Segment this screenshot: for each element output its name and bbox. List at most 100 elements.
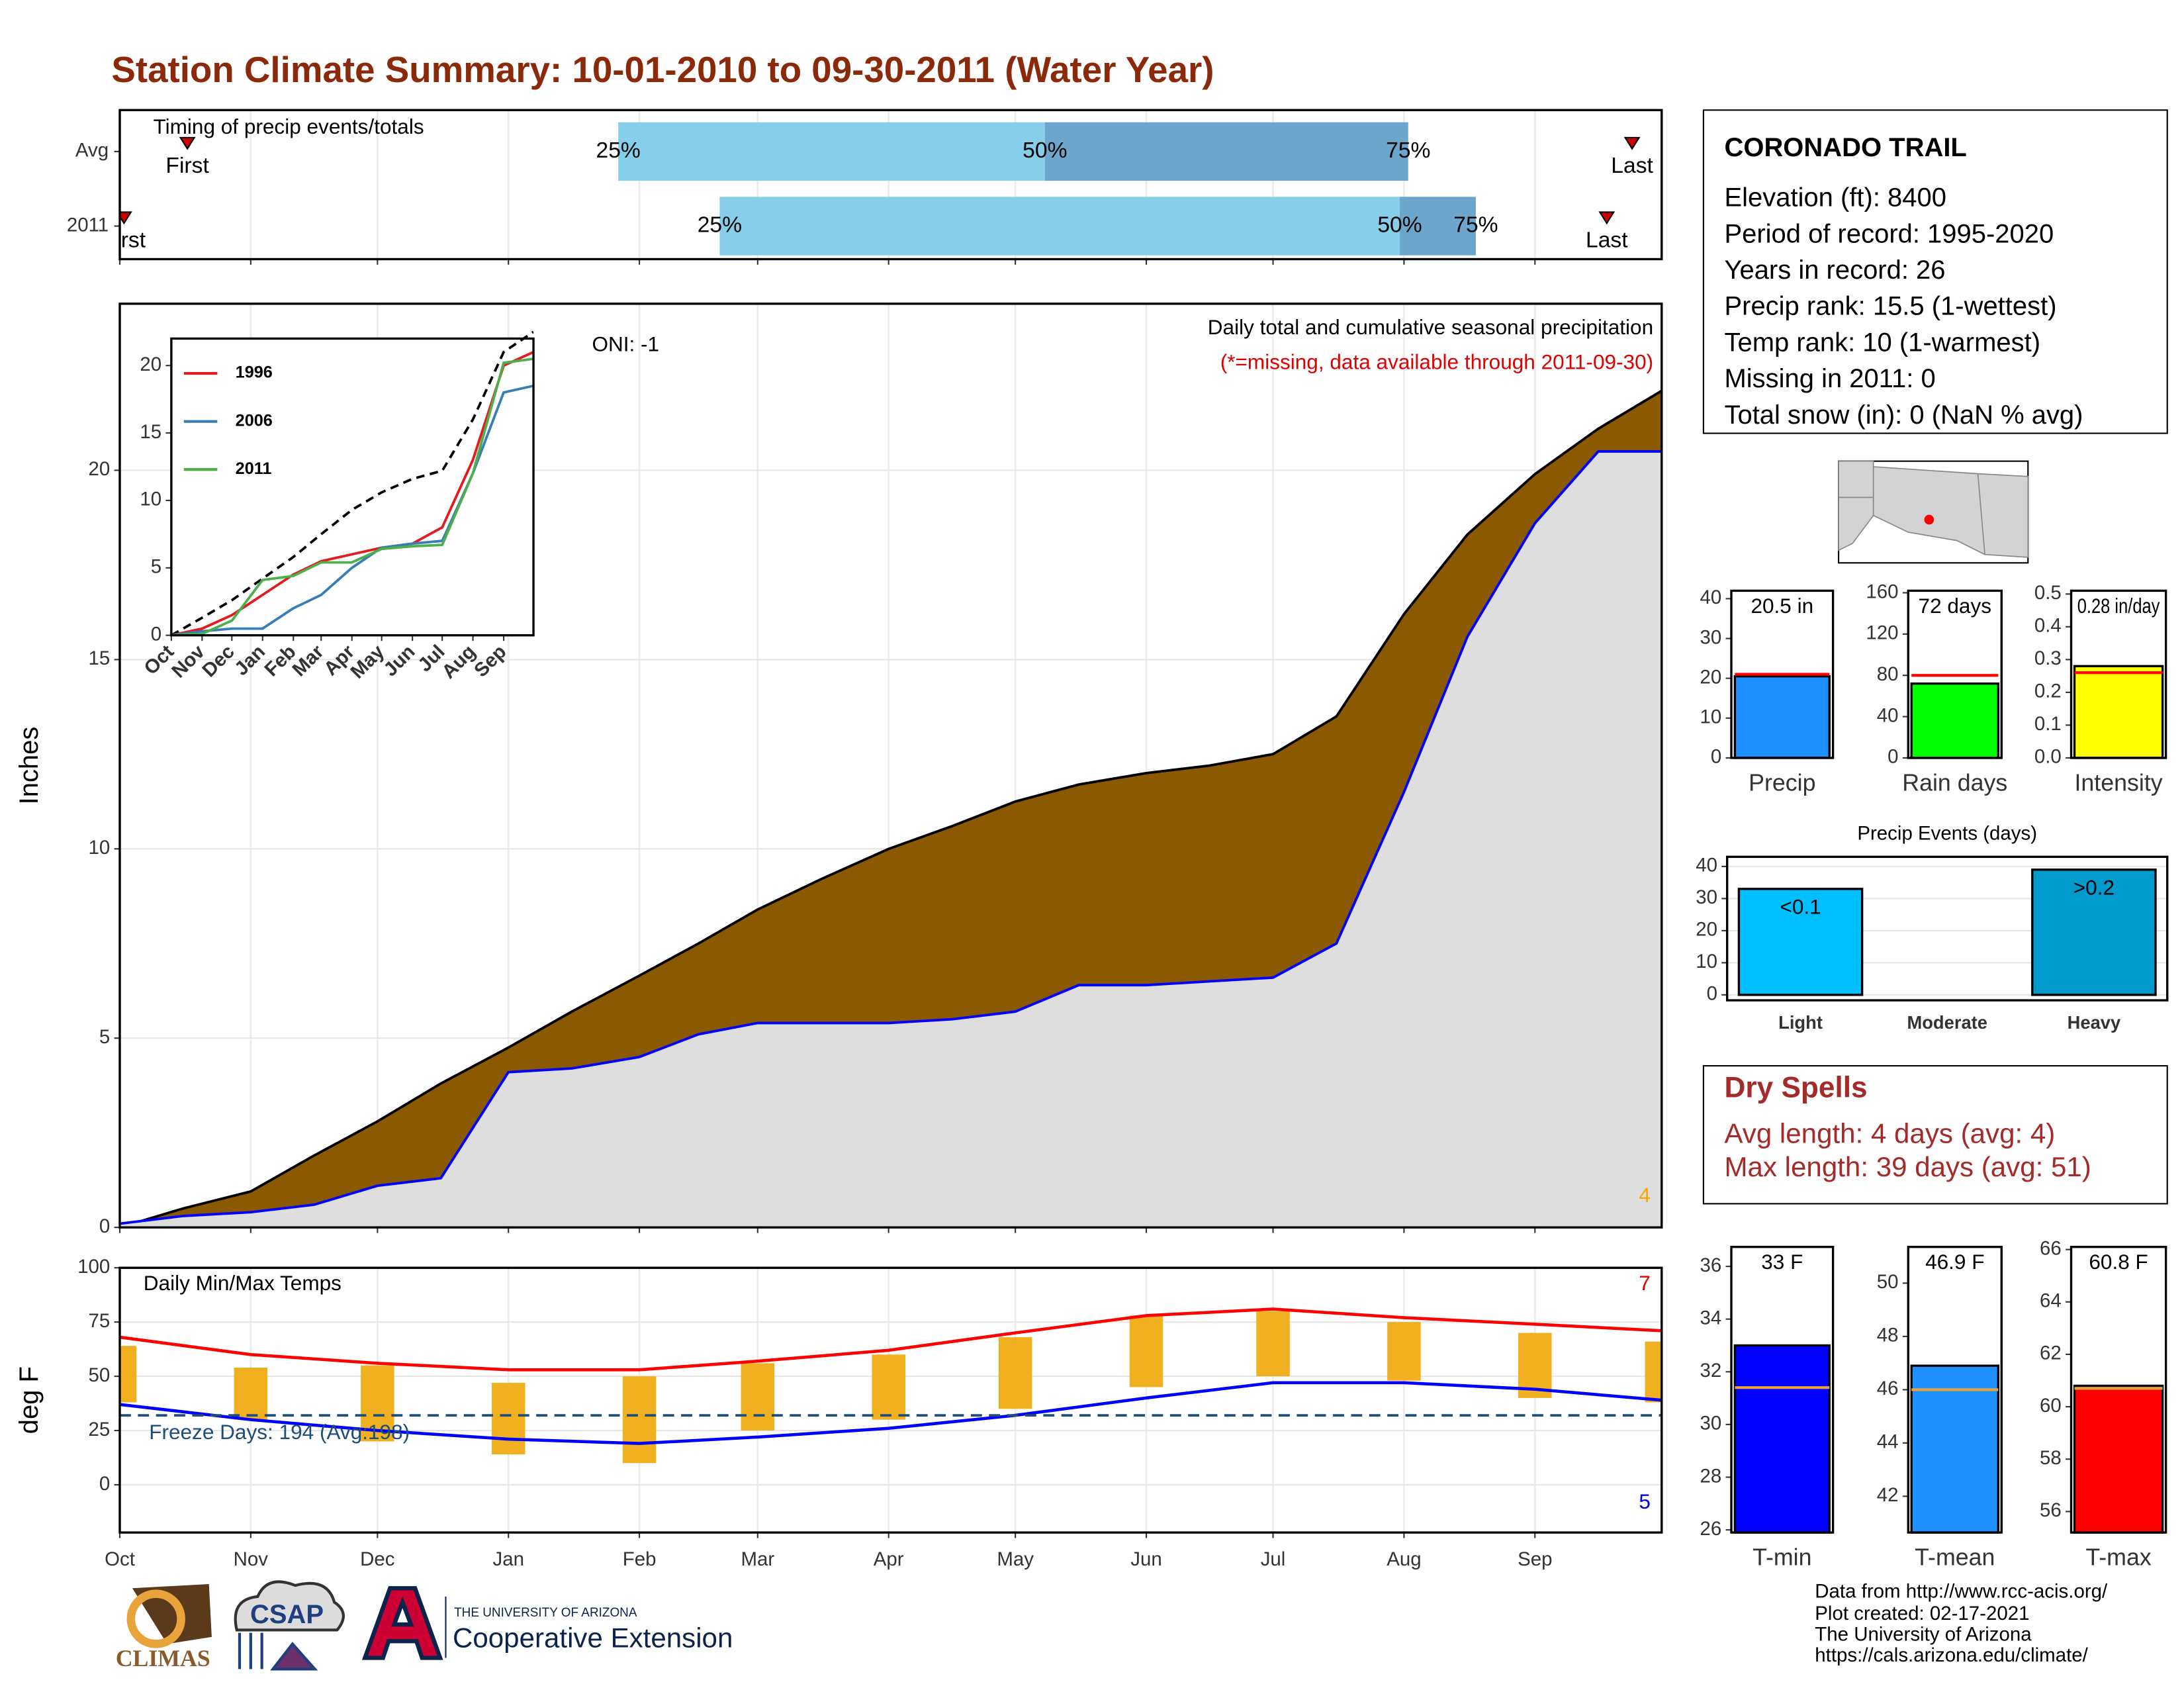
cumulative-line [119, 389, 1662, 1229]
value-label: 72 days [1919, 594, 1992, 618]
y-tick-label: 56 [2040, 1499, 2062, 1521]
temp-range [1518, 1333, 1552, 1398]
map-states [1838, 460, 2029, 558]
x-tick-label: Moderate [1907, 1012, 1987, 1033]
x-tick-label: Light [1778, 1012, 1823, 1033]
y-tick-label: 5 [151, 556, 161, 578]
value-label: 20.5 in [1751, 594, 1813, 618]
footer-line: Plot created: 02-17-2021 [1815, 1603, 2029, 1624]
station-line: Temp rank: 10 (1-warmest) [1724, 328, 2040, 357]
station-line: Years in record: 26 [1724, 256, 1945, 285]
temp-range [234, 1367, 268, 1420]
x-tick-label: Feb [623, 1548, 657, 1570]
y-tick-label: 0.3 [2034, 647, 2062, 669]
y-tick-label: 80 [1877, 663, 1899, 685]
bar [2031, 868, 2157, 996]
y-tick-label: 100 [77, 1256, 110, 1278]
extension-text: Cooperative Extension [453, 1622, 733, 1653]
x-tick-label: Sep [1518, 1548, 1552, 1570]
y-tick-label: 30 [1696, 886, 1717, 908]
y-tick-label: 46 [1877, 1378, 1899, 1399]
station-line: Elevation (ft): 8400 [1724, 183, 1946, 212]
cumulative-line [119, 450, 1662, 1225]
x-tick-label: Dec [360, 1548, 394, 1570]
value-label: 60.8 F [2089, 1250, 2148, 1274]
row-label: 2011 [67, 214, 109, 236]
y-tick-label: 10 [1696, 951, 1717, 972]
y-tick-label: 0 [151, 624, 161, 645]
quantile-label: 25% [698, 212, 742, 237]
event-marker [1623, 136, 1641, 150]
plot-background [171, 338, 534, 635]
csap-cloud [234, 1580, 345, 1632]
y-tick-label: 10 [1700, 706, 1722, 728]
timing-title: Timing of precip events/totals [154, 115, 424, 138]
x-tick-label: T-mean [1915, 1544, 1995, 1571]
quantile-label: 25% [596, 138, 640, 163]
season-line [171, 357, 534, 635]
x-tick-label: Jun [1130, 1548, 1162, 1570]
event-label: Last [1586, 228, 1628, 253]
chart-title: Daily Min/Max Temps [144, 1271, 341, 1295]
quantile-label: 75% [1453, 212, 1498, 237]
season-line [171, 330, 534, 635]
ua-logo [361, 1586, 443, 1660]
plot-border [170, 337, 535, 637]
station-line: Precip rank: 15.5 (1-wettest) [1724, 292, 2056, 321]
y-tick-label: 48 [1877, 1325, 1899, 1346]
dry-spells-line: Max length: 39 days (avg: 51) [1724, 1151, 2091, 1182]
station-lines: Elevation (ft): 8400 Period of record: 19… [1724, 183, 2083, 430]
y-tick-label: 5 [99, 1026, 110, 1048]
y-tick-label: 10 [88, 837, 110, 859]
station-box [1702, 109, 2168, 434]
x-tick-label: May [997, 1548, 1034, 1570]
logos: CLIMAS CSAP THE UNIVERSITY OF ARIZONA Co… [116, 1580, 733, 1671]
x-tick-label: Nov [234, 1548, 269, 1570]
y-tick-label: 26 [1700, 1518, 1722, 1540]
bar [2073, 665, 2164, 759]
page-title: Station Climate Summary: 10-01-2010 to 0… [111, 49, 1214, 90]
y-axis-label: deg F [15, 1366, 44, 1434]
footer-line: Data from http://www.rcc-acis.org/ [1815, 1580, 2108, 1602]
climas-text: CLIMAS [116, 1645, 210, 1671]
y-tick-label: 40 [1877, 704, 1899, 726]
plot-border [1907, 1245, 2003, 1534]
y-tick-label: 62 [2040, 1342, 2062, 1364]
quantile-label: 50% [1377, 212, 1422, 237]
station-dot [1924, 514, 1934, 525]
y-tick-label: 20 [140, 353, 161, 375]
dry-spells-title: Dry Spells [1724, 1072, 1867, 1104]
chart-title: Precip Events (days) [1857, 822, 2037, 844]
y-tick-label: 40 [1696, 855, 1717, 876]
chart-subtitle: (*=missing, data available through 2011-… [1220, 350, 1653, 374]
season-line [171, 351, 534, 635]
bar-note: >0.2 [2073, 876, 2115, 900]
x-tick-label: Aug [1387, 1548, 1421, 1570]
timing-bar [1400, 197, 1476, 256]
event-label: Last [1611, 154, 1653, 178]
temp-range [741, 1363, 775, 1431]
y-tick-label: 42 [1877, 1484, 1899, 1506]
climas-ring [126, 1589, 185, 1648]
x-tick-label: Rain days [1902, 769, 2007, 796]
x-tick-label: Heavy [2068, 1012, 2121, 1033]
y-tick-label: 66 [2040, 1237, 2062, 1259]
y-tick-label: 28 [1700, 1465, 1722, 1487]
y-tick-label: 0.4 [2034, 615, 2062, 637]
temp-range [1387, 1322, 1421, 1381]
temp-range [622, 1376, 657, 1464]
station-name: CORONADO TRAIL [1724, 133, 1966, 162]
plot-border [2070, 589, 2167, 759]
row-label: Avg [75, 140, 109, 162]
x-tick-label: Jul [1261, 1548, 1286, 1570]
plot-border [1907, 589, 2003, 759]
temp-range [1256, 1311, 1290, 1377]
temp-range [998, 1337, 1032, 1409]
bar [2073, 1384, 2164, 1534]
csap-graphic [238, 1632, 318, 1671]
footer-line: The University of Arizona [1815, 1624, 2032, 1646]
temp-range [872, 1354, 905, 1420]
y-tick-label: 44 [1877, 1431, 1899, 1453]
temp-range [1129, 1315, 1163, 1387]
y-tick-label: 0.5 [2034, 582, 2062, 604]
